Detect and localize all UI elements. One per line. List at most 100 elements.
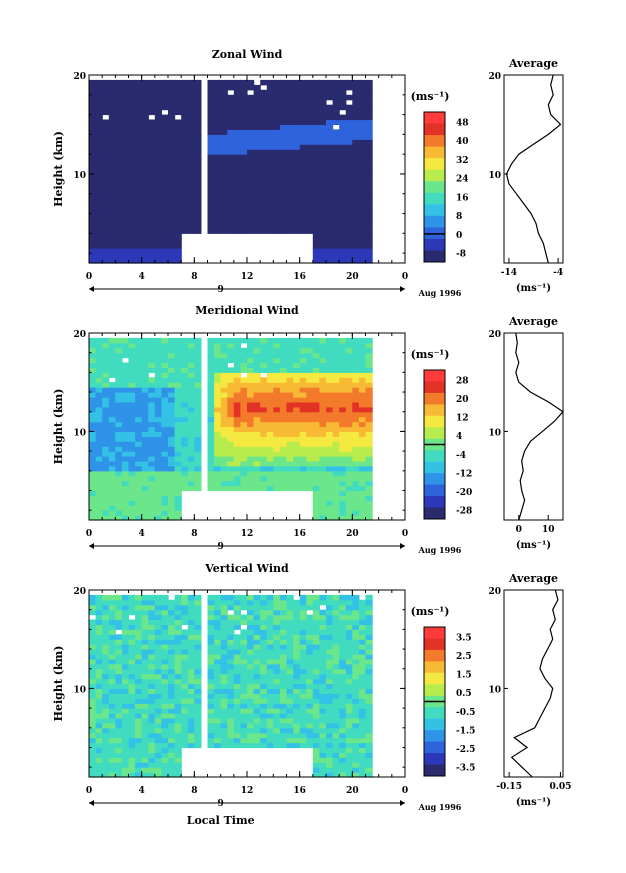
heatmap-cell	[128, 456, 136, 462]
heatmap-cell	[220, 609, 228, 616]
heatmap-cell	[279, 213, 288, 219]
heatmap-cell	[115, 109, 123, 116]
heatmap-cell	[108, 693, 116, 699]
heatmap-cell	[273, 634, 281, 640]
heatmap-cell	[365, 173, 373, 180]
heatmap-cell	[102, 89, 110, 96]
heatmap-cell	[95, 183, 103, 190]
heatmap-0	[89, 79, 373, 264]
heatmap-cell	[260, 382, 268, 388]
heatmap-cell	[299, 134, 307, 140]
heatmap-cell	[352, 693, 360, 699]
heatmap-cell	[102, 624, 110, 630]
heatmap-cell	[115, 372, 123, 378]
heatmap-cell	[108, 392, 116, 398]
heatmap-cell	[299, 441, 307, 447]
heatmap-cell	[207, 678, 215, 685]
heatmap-cell	[306, 193, 314, 200]
colorbar-tick-label: 32	[456, 156, 469, 166]
heatmap-cell	[102, 436, 110, 442]
heatmap-cell	[266, 188, 274, 195]
heatmap-cell	[174, 124, 182, 130]
heatmap-cell	[168, 604, 176, 611]
heatmap-cell	[89, 198, 97, 205]
heatmap-cell	[358, 416, 367, 423]
heatmap-cell	[286, 401, 294, 408]
heatmap-cell	[365, 654, 373, 660]
heatmap-cell	[161, 436, 169, 442]
heatmap-cell	[358, 614, 367, 621]
heatmap-cell	[128, 188, 136, 195]
heatmap-cell	[115, 683, 123, 689]
heatmap-cell	[154, 367, 162, 373]
heatmap-cell	[253, 717, 261, 724]
heatmap-cell	[273, 480, 281, 487]
heatmap-cell	[227, 213, 235, 219]
heatmap-cell	[168, 475, 176, 482]
heatmap-cell	[135, 717, 143, 724]
heatmap-cell	[260, 426, 268, 432]
heatmap-cell	[187, 732, 195, 739]
heatmap-cell	[135, 609, 143, 616]
heatmap-cell	[273, 717, 281, 724]
heatmap-cell	[141, 198, 149, 205]
heatmap-cell	[352, 139, 360, 145]
heatmap-cell	[194, 717, 202, 724]
x-tick-label: 8	[191, 786, 197, 796]
heatmap-cell	[299, 372, 307, 378]
heatmap-cell	[299, 104, 307, 111]
heatmap-cell	[121, 668, 130, 675]
heatmap-cell	[194, 109, 202, 116]
heatmap-cell	[102, 352, 110, 359]
heatmap-cell	[273, 169, 281, 175]
heatmap-cell	[339, 392, 347, 398]
heatmap-cell	[135, 109, 143, 116]
heatmap-cell	[306, 634, 314, 640]
heatmap-cell	[148, 644, 156, 650]
heatmap-cell	[161, 767, 169, 773]
heatmap-cell	[161, 183, 169, 190]
heatmap-cell	[319, 599, 327, 606]
heatmap-cell	[174, 717, 182, 724]
heatmap-cell	[135, 406, 143, 413]
heatmap-cell	[227, 654, 235, 660]
heatmap-cell	[148, 169, 156, 175]
heatmap-cell	[339, 698, 347, 704]
heatmap-cell	[319, 510, 327, 516]
heatmap-cell	[266, 139, 274, 145]
heatmap-cell	[332, 480, 340, 487]
heatmap-cell	[332, 377, 340, 383]
heatmap-cell	[247, 416, 255, 423]
heatmap-cell	[286, 134, 294, 140]
heatmap-cell	[89, 79, 97, 86]
heatmap-cell	[299, 460, 307, 467]
heatmap-cell	[293, 639, 301, 645]
heatmap-cell	[326, 223, 334, 229]
heatmap-cell	[326, 772, 334, 778]
heatmap-cell	[293, 698, 301, 704]
heatmap-cell	[121, 717, 130, 724]
heatmap-cell	[247, 421, 255, 428]
colorbar-swatch	[424, 507, 445, 520]
heatmap-cell	[299, 203, 307, 210]
heatmap-cell	[358, 238, 367, 244]
heatmap-cell	[154, 208, 162, 215]
heatmap-cell	[181, 342, 189, 349]
y-axis-label: Height (km)	[52, 389, 65, 465]
heatmap-cell	[207, 99, 215, 106]
heatmap-cell	[365, 139, 373, 145]
heatmap-cell	[319, 406, 327, 413]
heatmap-cell	[365, 406, 373, 413]
heatmap-cell	[312, 614, 320, 621]
heatmap-cell	[286, 337, 294, 344]
heatmap-cell	[194, 154, 202, 160]
heatmap-cell	[135, 372, 143, 378]
heatmap-cell	[220, 173, 228, 180]
heatmap-cell	[128, 159, 136, 165]
heatmap-cell	[148, 421, 156, 428]
heatmap-cell	[168, 732, 176, 739]
heatmap-cell	[148, 441, 156, 447]
heatmap-cell	[148, 663, 156, 670]
heatmap-cell	[148, 742, 156, 749]
heatmap-cell	[319, 431, 327, 437]
